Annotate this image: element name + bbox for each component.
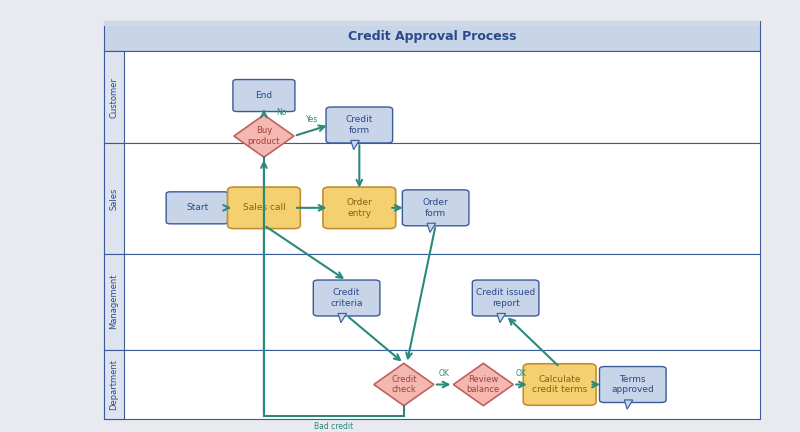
FancyBboxPatch shape [523,364,596,405]
Text: Terms
approved: Terms approved [611,375,654,394]
Bar [104,22,760,25]
Bar [104,22,760,419]
Polygon shape [454,363,514,406]
Text: Customer: Customer [110,77,118,118]
Text: Credit
form: Credit form [346,115,373,135]
Text: Credit Approval Process: Credit Approval Process [348,30,516,43]
Polygon shape [350,140,359,149]
FancyBboxPatch shape [314,280,380,316]
Polygon shape [427,223,436,232]
Text: Yes: Yes [306,115,318,124]
Text: Sales: Sales [110,187,118,210]
FancyBboxPatch shape [402,190,469,226]
Polygon shape [374,363,434,406]
Text: Calculate
credit terms: Calculate credit terms [532,375,587,394]
Text: Buy
product: Buy product [248,126,280,146]
Bar [104,349,124,419]
Text: Sales call: Sales call [242,203,286,212]
Text: Credit
check: Credit check [391,375,417,394]
Polygon shape [624,400,633,409]
Text: End: End [255,91,273,100]
FancyBboxPatch shape [599,366,666,403]
Bar [104,51,760,143]
Bar [104,254,760,349]
Polygon shape [338,314,346,323]
Bar [104,143,760,254]
Polygon shape [234,115,294,157]
FancyBboxPatch shape [166,192,228,224]
Polygon shape [497,314,506,323]
Bar [104,349,760,419]
Bar [104,143,124,254]
Text: Credit
criteria: Credit criteria [330,288,363,308]
Text: Department: Department [110,359,118,410]
Text: Order
form: Order form [422,198,449,218]
Bar [104,51,124,143]
Text: Credit issued
report: Credit issued report [476,288,535,308]
Bar [104,254,124,349]
FancyBboxPatch shape [472,280,539,316]
FancyBboxPatch shape [233,79,295,111]
FancyBboxPatch shape [323,187,396,229]
Text: Review
balance: Review balance [466,375,500,394]
FancyBboxPatch shape [326,107,393,143]
Text: Bad credit: Bad credit [314,422,354,431]
Text: OK: OK [516,369,527,378]
Text: Order
entry: Order entry [346,198,372,218]
Text: OK: OK [438,369,449,378]
Text: Start: Start [186,203,208,212]
Text: Management: Management [110,274,118,330]
FancyBboxPatch shape [227,187,300,229]
Text: No: No [276,108,286,117]
Bar [104,22,760,51]
